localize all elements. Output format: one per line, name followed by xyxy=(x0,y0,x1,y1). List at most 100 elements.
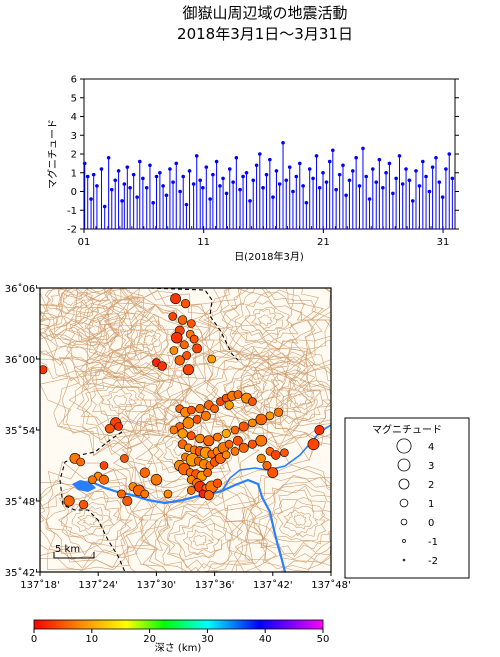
epicenter xyxy=(203,435,215,447)
y-tick-label: -2 xyxy=(67,225,77,236)
event-point xyxy=(218,184,222,188)
event-point xyxy=(437,180,442,184)
contour-line xyxy=(258,484,331,555)
event-point xyxy=(227,167,232,171)
title-line2: 2018年3月1日～3月31日 xyxy=(177,25,353,43)
event-point xyxy=(174,161,179,166)
event-point xyxy=(357,184,362,188)
contour-line xyxy=(286,389,314,410)
event-point xyxy=(370,167,375,171)
contour-line xyxy=(198,355,297,434)
y-tick-label: 4 xyxy=(71,112,77,123)
epicenter xyxy=(105,423,115,434)
event-point xyxy=(198,178,203,183)
legend-symbol xyxy=(400,518,408,526)
event-point xyxy=(248,199,252,203)
event-point xyxy=(281,140,285,145)
lon-tick-label: 137˚42' xyxy=(253,579,293,591)
epicenter xyxy=(307,438,320,451)
contour-line xyxy=(174,521,226,559)
y-tick-label: 2 xyxy=(71,150,77,161)
event-point xyxy=(208,197,212,201)
contour-line xyxy=(242,383,258,396)
contour-line xyxy=(40,288,122,342)
event-point xyxy=(341,163,345,168)
event-point xyxy=(324,180,329,184)
event-point xyxy=(244,170,249,175)
epicenter xyxy=(187,431,196,441)
event-point xyxy=(381,185,385,190)
event-point xyxy=(128,185,132,190)
contour-line xyxy=(167,514,231,561)
contour-line xyxy=(106,388,133,411)
x-tick-label: 01 xyxy=(78,237,91,248)
timeline-x-axis-label: 日(2018年3月) xyxy=(234,250,304,263)
contour-line xyxy=(276,499,326,538)
event-point xyxy=(224,191,229,196)
contour-line xyxy=(188,529,215,551)
epicenter xyxy=(255,413,267,426)
event-point xyxy=(204,165,209,169)
epicenter xyxy=(247,439,257,449)
event-point xyxy=(171,180,175,184)
epicenter xyxy=(171,332,183,344)
contour-line xyxy=(241,474,331,572)
y-tick-label: 0 xyxy=(71,187,77,198)
event-point xyxy=(221,176,225,181)
event-point xyxy=(187,169,192,173)
epicenter xyxy=(76,457,85,467)
epicenter xyxy=(187,319,196,328)
epicenter xyxy=(230,425,240,435)
epicenter xyxy=(248,397,257,406)
epicenter xyxy=(270,450,281,460)
contour-line xyxy=(45,288,102,322)
contour-line xyxy=(40,288,156,382)
epicenter xyxy=(177,428,188,439)
contour-line xyxy=(89,289,211,383)
y-tick-label: 6 xyxy=(71,75,77,86)
event-point xyxy=(311,176,315,181)
event-point xyxy=(331,148,335,153)
contour-line xyxy=(53,343,186,456)
contour-line xyxy=(240,378,265,400)
contour-line xyxy=(40,288,109,333)
event-point xyxy=(201,185,205,190)
epicenter xyxy=(187,405,196,415)
epicenter xyxy=(169,346,179,355)
contour-line xyxy=(148,499,251,572)
event-point xyxy=(327,159,332,164)
event-point xyxy=(347,178,352,183)
contour-line xyxy=(257,314,273,327)
event-point xyxy=(261,185,265,190)
epicenter xyxy=(238,421,249,432)
map-ticks: 137˚18' 137˚24' 137˚30' 137˚36' 137˚42' 137˚4… xyxy=(5,283,351,591)
contour-line xyxy=(286,509,312,530)
colorbar-tick-label: 50 xyxy=(317,634,330,645)
lon-tick-label: 137˚48' xyxy=(311,579,351,591)
contour-line xyxy=(218,288,319,366)
epicenter xyxy=(280,448,289,458)
epicenter xyxy=(78,500,89,510)
event-point xyxy=(113,178,118,183)
epicenter xyxy=(163,489,173,499)
epicenter xyxy=(180,299,191,309)
event-point xyxy=(354,155,358,160)
contour-line xyxy=(194,348,313,434)
epicenter xyxy=(117,489,126,499)
event-point xyxy=(391,191,395,196)
contour-line xyxy=(140,488,266,572)
event-point xyxy=(304,200,309,205)
x-tick-label: 11 xyxy=(197,237,210,248)
event-point xyxy=(447,152,452,156)
contour-line xyxy=(137,329,161,352)
colorbar-tick-label: 40 xyxy=(259,634,272,645)
event-point xyxy=(268,157,272,162)
contour-line xyxy=(229,465,331,570)
contour-line xyxy=(266,368,331,433)
event-point xyxy=(181,174,186,179)
event-point xyxy=(109,187,114,192)
event-point xyxy=(161,184,165,188)
contour-line xyxy=(275,380,322,422)
event-point xyxy=(82,161,87,166)
event-point xyxy=(277,182,282,186)
